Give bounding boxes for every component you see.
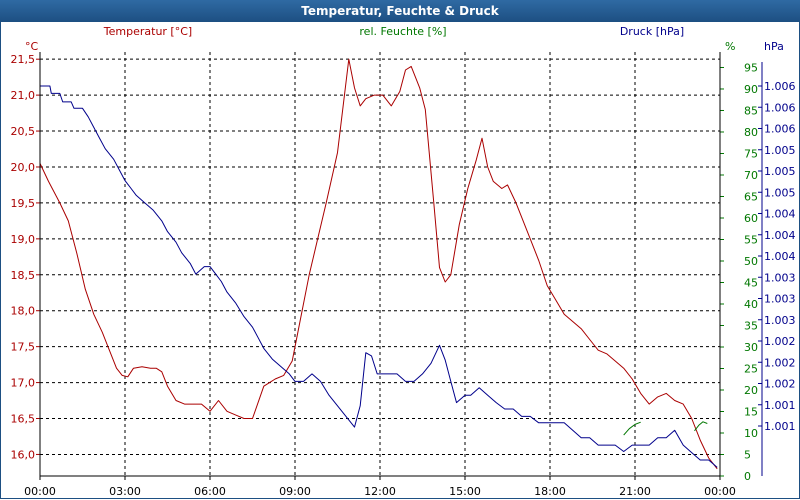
pressure-tick-label: 1.004 bbox=[764, 250, 796, 263]
temperature-tick-label: 18,0 bbox=[11, 305, 36, 318]
grid bbox=[36, 52, 763, 480]
humidity-line bbox=[623, 421, 641, 436]
pressure-tick-label: 1.002 bbox=[764, 356, 796, 369]
pressure-tick-label: 1.003 bbox=[764, 293, 796, 306]
pressure-tick-label: 1.003 bbox=[764, 314, 796, 327]
temperature-tick-label: 20,5 bbox=[11, 125, 36, 138]
temperature-tick-label: 18,5 bbox=[11, 269, 36, 282]
axes-layer bbox=[39, 52, 721, 477]
pressure-tick-label: 1.004 bbox=[764, 229, 796, 242]
pressure-axis-title: Druck [hPa] bbox=[620, 25, 684, 38]
humidity-tick-label: 10 bbox=[744, 427, 758, 440]
pressure-tick-label: 1.005 bbox=[764, 144, 796, 157]
humidity-tick-label: 60 bbox=[744, 212, 758, 225]
humidity-tick-label: 35 bbox=[744, 319, 758, 332]
humidity-tick-label: 90 bbox=[744, 83, 758, 96]
humidity-tick-label: 85 bbox=[744, 104, 758, 117]
pressure-tick-label: 1.004 bbox=[764, 208, 796, 221]
chart: Temperatur [°C] rel. Feuchte [%] Druck [… bbox=[11, 25, 796, 498]
temperature-tick-label: 17,5 bbox=[11, 341, 36, 354]
pressure-tick-label: 1.001 bbox=[764, 420, 796, 433]
x-tick-time: 03:00 bbox=[109, 485, 141, 498]
temperature-tick-label: 19,5 bbox=[11, 197, 36, 210]
humidity-axis-title: rel. Feuchte [%] bbox=[359, 25, 446, 38]
pressure-tick-label: 1.003 bbox=[764, 271, 796, 284]
x-tick-time: 09:00 bbox=[279, 485, 311, 498]
humidity-tick-label: 75 bbox=[744, 147, 758, 160]
temperature-tick-label: 19,0 bbox=[11, 233, 36, 246]
humidity-tick-label: 30 bbox=[744, 341, 758, 354]
temperature-unit: °C bbox=[25, 40, 39, 53]
pressure-unit: hPa bbox=[764, 40, 784, 53]
temperature-line bbox=[39, 58, 718, 470]
pressure-tick-label: 1.006 bbox=[764, 123, 796, 136]
x-tick-time: 15:00 bbox=[449, 485, 481, 498]
labels-layer: Temperatur [°C] rel. Feuchte [%] Druck [… bbox=[11, 25, 796, 498]
pressure-tick-label: 1.002 bbox=[764, 378, 796, 391]
humidity-tick-label: 20 bbox=[744, 384, 758, 397]
temperature-axis-title: Temperatur [°C] bbox=[103, 25, 192, 38]
humidity-tick-label: 50 bbox=[744, 255, 758, 268]
humidity-unit: % bbox=[725, 40, 735, 53]
humidity-tick-label: 95 bbox=[744, 61, 758, 74]
x-tick-time: 00:00 bbox=[24, 485, 56, 498]
humidity-tick-label: 55 bbox=[744, 233, 758, 246]
humidity-tick-label: 80 bbox=[744, 126, 758, 139]
humidity-tick-label: 45 bbox=[744, 276, 758, 289]
humidity-tick-label: 65 bbox=[744, 190, 758, 203]
humidity-tick-label: 70 bbox=[744, 169, 758, 182]
x-tick-time: 12:00 bbox=[364, 485, 396, 498]
temperature-tick-label: 17,0 bbox=[11, 377, 36, 390]
pressure-tick-label: 1.005 bbox=[764, 186, 796, 199]
pressure-tick-label: 1.002 bbox=[764, 335, 796, 348]
humidity-tick-label: 40 bbox=[744, 298, 758, 311]
x-tick-time: 21:00 bbox=[619, 485, 651, 498]
humidity-tick-label: 0 bbox=[744, 470, 751, 483]
x-tick-time: 00:00 bbox=[704, 485, 736, 498]
series-layer bbox=[39, 58, 718, 470]
temperature-tick-label: 21,5 bbox=[11, 53, 36, 66]
humidity-tick-label: 25 bbox=[744, 362, 758, 375]
pressure-tick-label: 1.001 bbox=[764, 399, 796, 412]
temperature-tick-label: 20,0 bbox=[11, 161, 36, 174]
pressure-tick-label: 1.006 bbox=[764, 80, 796, 93]
temperature-tick-label: 16,0 bbox=[11, 448, 36, 461]
humidity-tick-label: 15 bbox=[744, 405, 758, 418]
pressure-tick-label: 1.006 bbox=[764, 101, 796, 114]
x-tick-time: 18:00 bbox=[534, 485, 566, 498]
humidity-tick-label: 5 bbox=[744, 448, 751, 461]
temperature-tick-label: 21,0 bbox=[11, 89, 36, 102]
temperature-tick-label: 16,5 bbox=[11, 413, 36, 426]
chart-title: Temperatur, Feuchte & Druck bbox=[0, 0, 800, 22]
pressure-line bbox=[40, 85, 718, 468]
humidity-line bbox=[694, 421, 708, 432]
x-tick-time: 06:00 bbox=[194, 485, 226, 498]
pressure-tick-label: 1.005 bbox=[764, 165, 796, 178]
